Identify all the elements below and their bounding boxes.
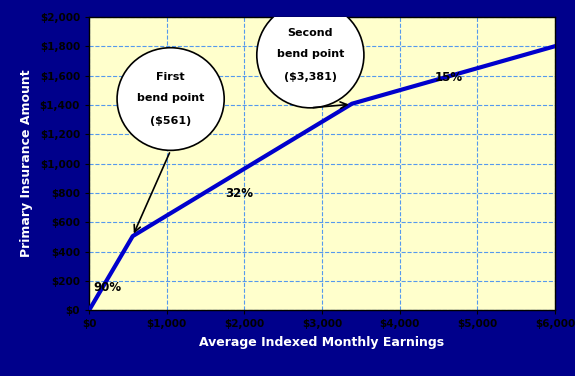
Text: First: First [156, 72, 185, 82]
Text: 32%: 32% [225, 187, 253, 200]
Ellipse shape [257, 2, 364, 108]
Text: Second: Second [288, 28, 333, 38]
Y-axis label: Primary Insurance Amount: Primary Insurance Amount [20, 70, 33, 258]
Text: ($3,381): ($3,381) [284, 72, 337, 82]
Text: bend point: bend point [277, 49, 344, 59]
Text: 90%: 90% [94, 281, 122, 294]
X-axis label: Average Indexed Monthly Earnings: Average Indexed Monthly Earnings [200, 336, 444, 349]
Text: bend point: bend point [137, 92, 204, 103]
Text: 15%: 15% [435, 71, 463, 85]
Ellipse shape [117, 48, 224, 150]
Text: ($561): ($561) [150, 116, 191, 126]
